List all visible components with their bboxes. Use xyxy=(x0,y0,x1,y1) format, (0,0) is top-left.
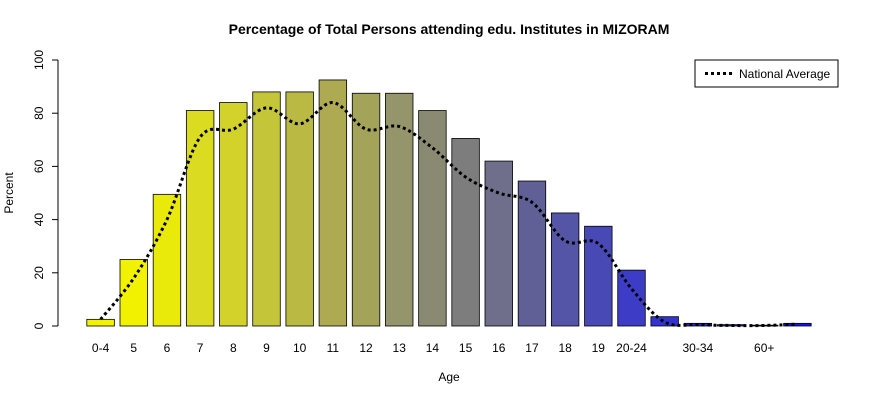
x-tick-label: 0-4 xyxy=(92,341,110,355)
bar-7 xyxy=(185,110,215,327)
bar-25-29 xyxy=(650,316,679,327)
x-tick-label: 60+ xyxy=(754,341,774,355)
x-axis: 0-4 5 6 7 8 9 10 11 12 13 14 15 16 17 18 19 20-24 30-34 60… xyxy=(92,341,774,355)
x-tick-label: 16 xyxy=(492,341,506,355)
y-tick-label: 100 xyxy=(32,50,46,70)
x-tick-label: 19 xyxy=(592,341,606,355)
national-average-series xyxy=(99,101,798,328)
x-tick-label: 8 xyxy=(230,341,237,355)
legend-label-national-average: National Average xyxy=(739,67,831,81)
x-axis-label: Age xyxy=(438,370,460,384)
x-tick-label: 10 xyxy=(293,341,307,355)
x-tick-label: 12 xyxy=(359,341,373,355)
y-tick-label: 80 xyxy=(32,106,46,120)
x-tick-label: 30-34 xyxy=(683,341,714,355)
y-tick-label: 0 xyxy=(32,322,46,329)
y-axis: 0 20 40 60 80 100 xyxy=(32,50,59,329)
x-tick-label: 11 xyxy=(327,341,340,355)
x-tick-label: 5 xyxy=(130,341,137,355)
y-tick-label: 20 xyxy=(32,266,46,280)
chart-title: Percentage of Total Persons attending ed… xyxy=(229,21,670,37)
y-tick-label: 60 xyxy=(32,159,46,173)
bar-age-not-stated xyxy=(783,322,812,327)
x-tick-label: 14 xyxy=(426,341,440,355)
bar-6 xyxy=(152,193,182,327)
bar-12 xyxy=(351,92,381,327)
bar-group xyxy=(86,79,812,327)
national-average-line xyxy=(99,101,798,328)
y-tick-label: 40 xyxy=(32,213,46,227)
bar-17 xyxy=(517,180,547,327)
bar-9 xyxy=(252,91,281,327)
bar-5 xyxy=(119,259,148,327)
x-tick-label: 9 xyxy=(263,341,270,355)
bar-14 xyxy=(418,110,447,327)
bar-11 xyxy=(318,79,348,327)
bar-13 xyxy=(385,92,414,327)
x-tick-label: 7 xyxy=(197,341,204,355)
bar-0-4 xyxy=(86,318,115,327)
bar-16 xyxy=(484,160,513,327)
bar-15 xyxy=(451,138,480,327)
x-tick-label: 6 xyxy=(164,341,171,355)
x-tick-label: 13 xyxy=(393,341,407,355)
x-tick-label: 17 xyxy=(525,341,539,355)
bar-8 xyxy=(219,102,248,327)
legend: National Average xyxy=(694,59,839,88)
x-tick-label: 15 xyxy=(459,341,473,355)
bar-19 xyxy=(584,225,613,327)
bar-10 xyxy=(285,91,314,327)
y-axis-label: Percent xyxy=(2,172,16,214)
x-tick-label: 18 xyxy=(558,341,572,355)
bar-18 xyxy=(550,212,580,327)
x-tick-label: 20-24 xyxy=(616,341,647,355)
